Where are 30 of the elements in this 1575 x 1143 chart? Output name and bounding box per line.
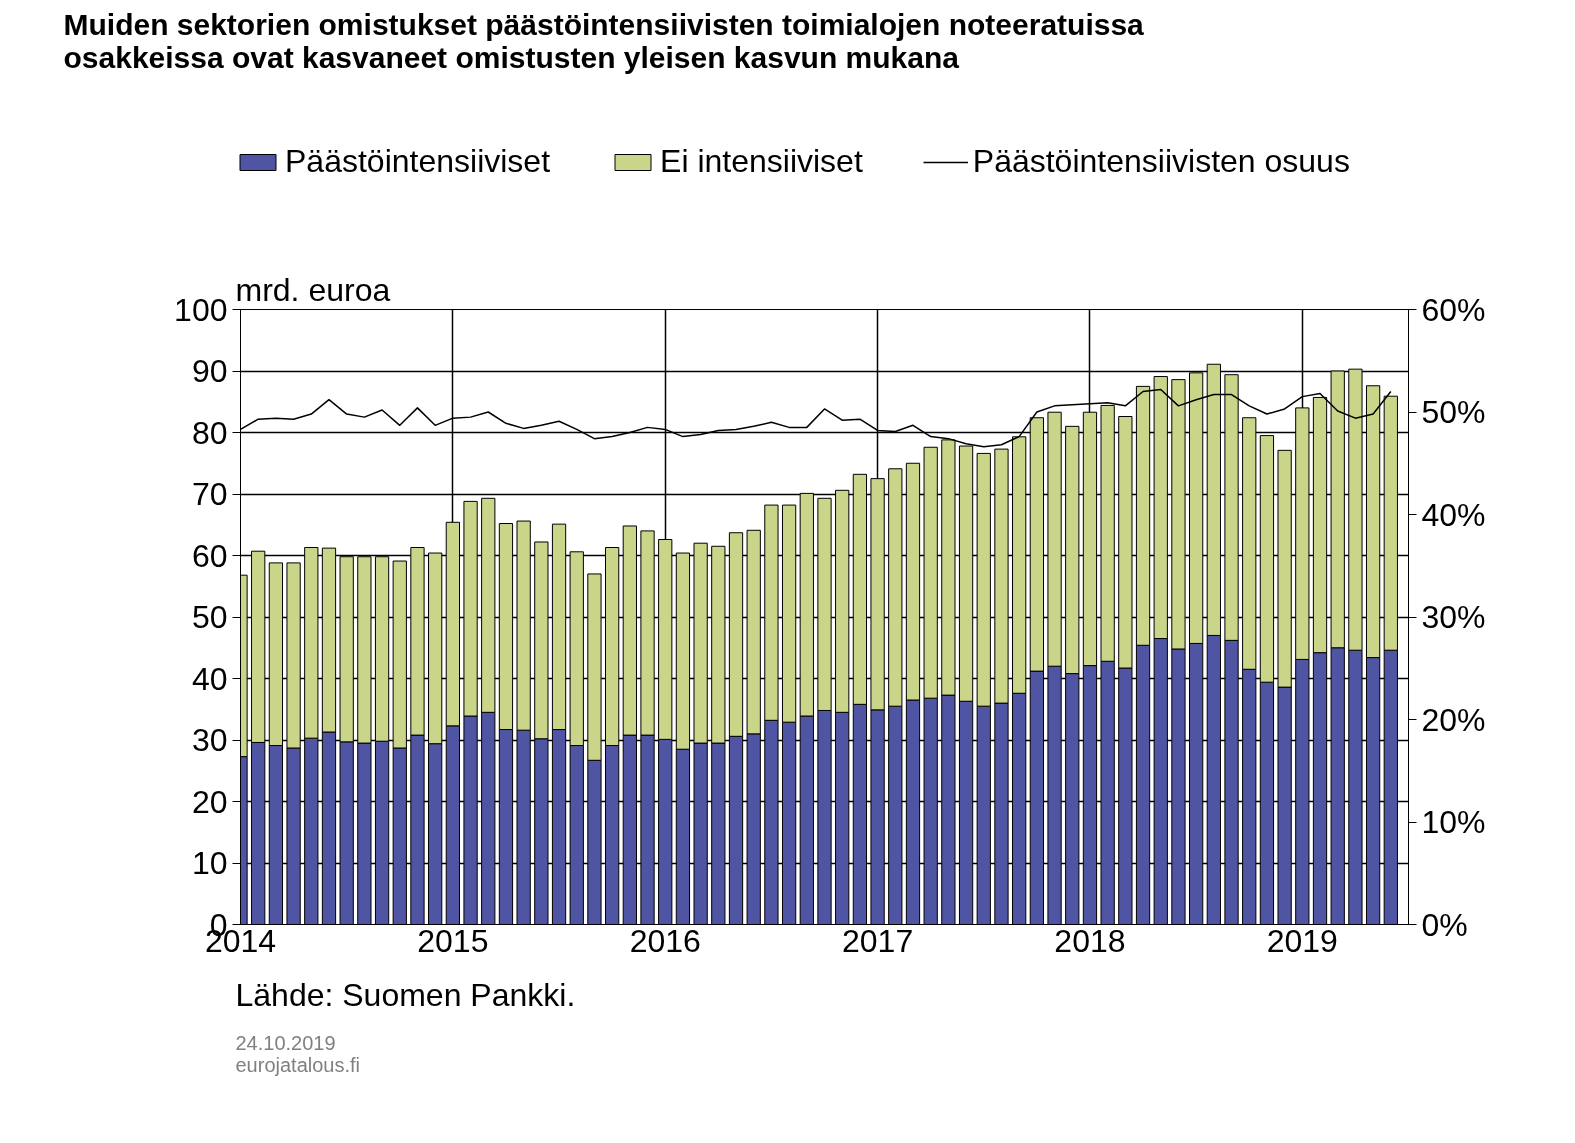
- x-tick-label: 2018: [1054, 922, 1126, 959]
- x-tick-label: 2019: [1266, 922, 1338, 959]
- legend-label: Päästöintensiiviset: [285, 143, 551, 180]
- chart-title: Muiden sektorien omistukset päästöintensiivisten toimialojen noteeratuissa osakkeissa ovat kasvaneet omistusten yleisen kasvun mukana: [63, 7, 1145, 74]
- y2-tick-label: 10%: [1421, 804, 1486, 840]
- y-tick-label: 80: [191, 414, 228, 451]
- text: eurojatalous.fi: [235, 1053, 361, 1076]
- legend-label: Ei intensiiviset: [660, 143, 863, 180]
- y-tick-label: 10: [191, 845, 228, 881]
- text: Lähde: Suomen Pankki.: [235, 976, 576, 1013]
- y-tick-label: 50: [191, 599, 228, 635]
- y2-tick-label: 0%: [1421, 906, 1468, 943]
- y-tick-label: 30: [191, 722, 228, 758]
- y-tick-label: 90: [191, 353, 228, 389]
- text: 24.10.2019: [235, 1031, 336, 1054]
- legend-label: Päästöintensiivisten osuus: [972, 143, 1350, 180]
- x-tick-label: 2016: [629, 922, 701, 959]
- y2-tick-label: 40%: [1421, 496, 1486, 533]
- y2-tick-label: 50%: [1421, 394, 1486, 430]
- y-axis-title: mrd. euroa: [235, 271, 391, 308]
- y2-tick-label: 20%: [1421, 701, 1486, 738]
- y-tick-label: 100: [174, 291, 228, 328]
- y-tick-label: 60: [191, 537, 228, 574]
- y-tick-label: 70: [191, 476, 228, 512]
- y-tick-label: 40: [191, 660, 228, 697]
- x-tick-label: 2015: [417, 922, 489, 959]
- x-tick-label: 2017: [842, 922, 914, 959]
- y-tick-label: 20: [191, 783, 228, 820]
- y2-tick-label: 60%: [1421, 291, 1486, 328]
- y2-tick-label: 30%: [1421, 599, 1486, 635]
